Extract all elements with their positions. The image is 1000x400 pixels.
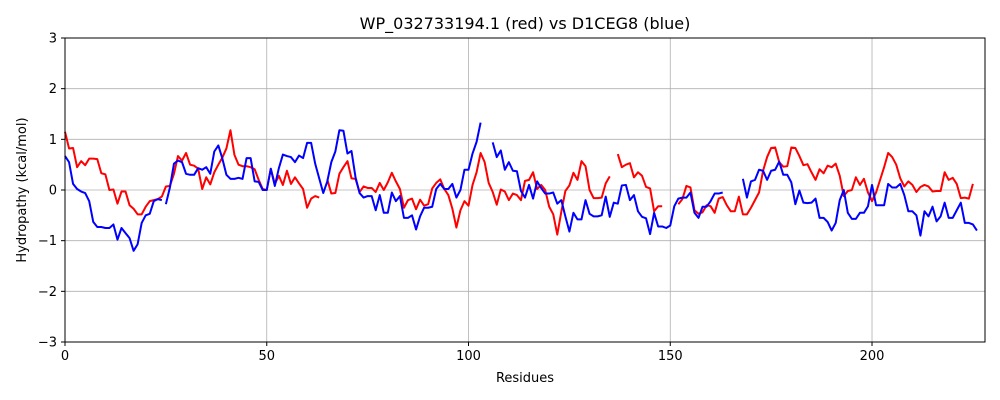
x-tick-label: 0 <box>61 349 69 364</box>
x-tick-label: 150 <box>658 349 683 364</box>
chart-title: WP_032733194.1 (red) vs D1CEG8 (blue) <box>360 14 691 34</box>
y-tick-label: −1 <box>38 234 57 249</box>
series-1-segment-2 <box>491 142 723 236</box>
y-tick-label: −2 <box>38 285 57 300</box>
series-1-segment-1 <box>164 122 482 231</box>
series-lines <box>64 122 978 252</box>
y-tick-label: −3 <box>38 336 57 351</box>
y-tick-label: 1 <box>49 133 57 148</box>
x-tick-label: 50 <box>258 349 275 364</box>
y-tick-label: 3 <box>49 32 57 47</box>
y-axis-label: Hydropathy (kcal/mol) <box>15 117 30 262</box>
series-1-segment-0 <box>64 155 163 252</box>
y-tick-label: 0 <box>49 184 57 199</box>
series-0-segment-2 <box>616 153 663 213</box>
x-tick-label: 200 <box>860 349 885 364</box>
axis-ticks: 0 50 100 150 200 −3 −2 −1 0 1 2 3 <box>38 32 885 365</box>
x-axis-label: Residues <box>496 371 554 386</box>
series-1-segment-3 <box>741 160 978 237</box>
series-0-segment-3 <box>677 146 974 216</box>
x-tick-label: 100 <box>456 349 481 364</box>
y-tick-label: 2 <box>49 82 57 97</box>
